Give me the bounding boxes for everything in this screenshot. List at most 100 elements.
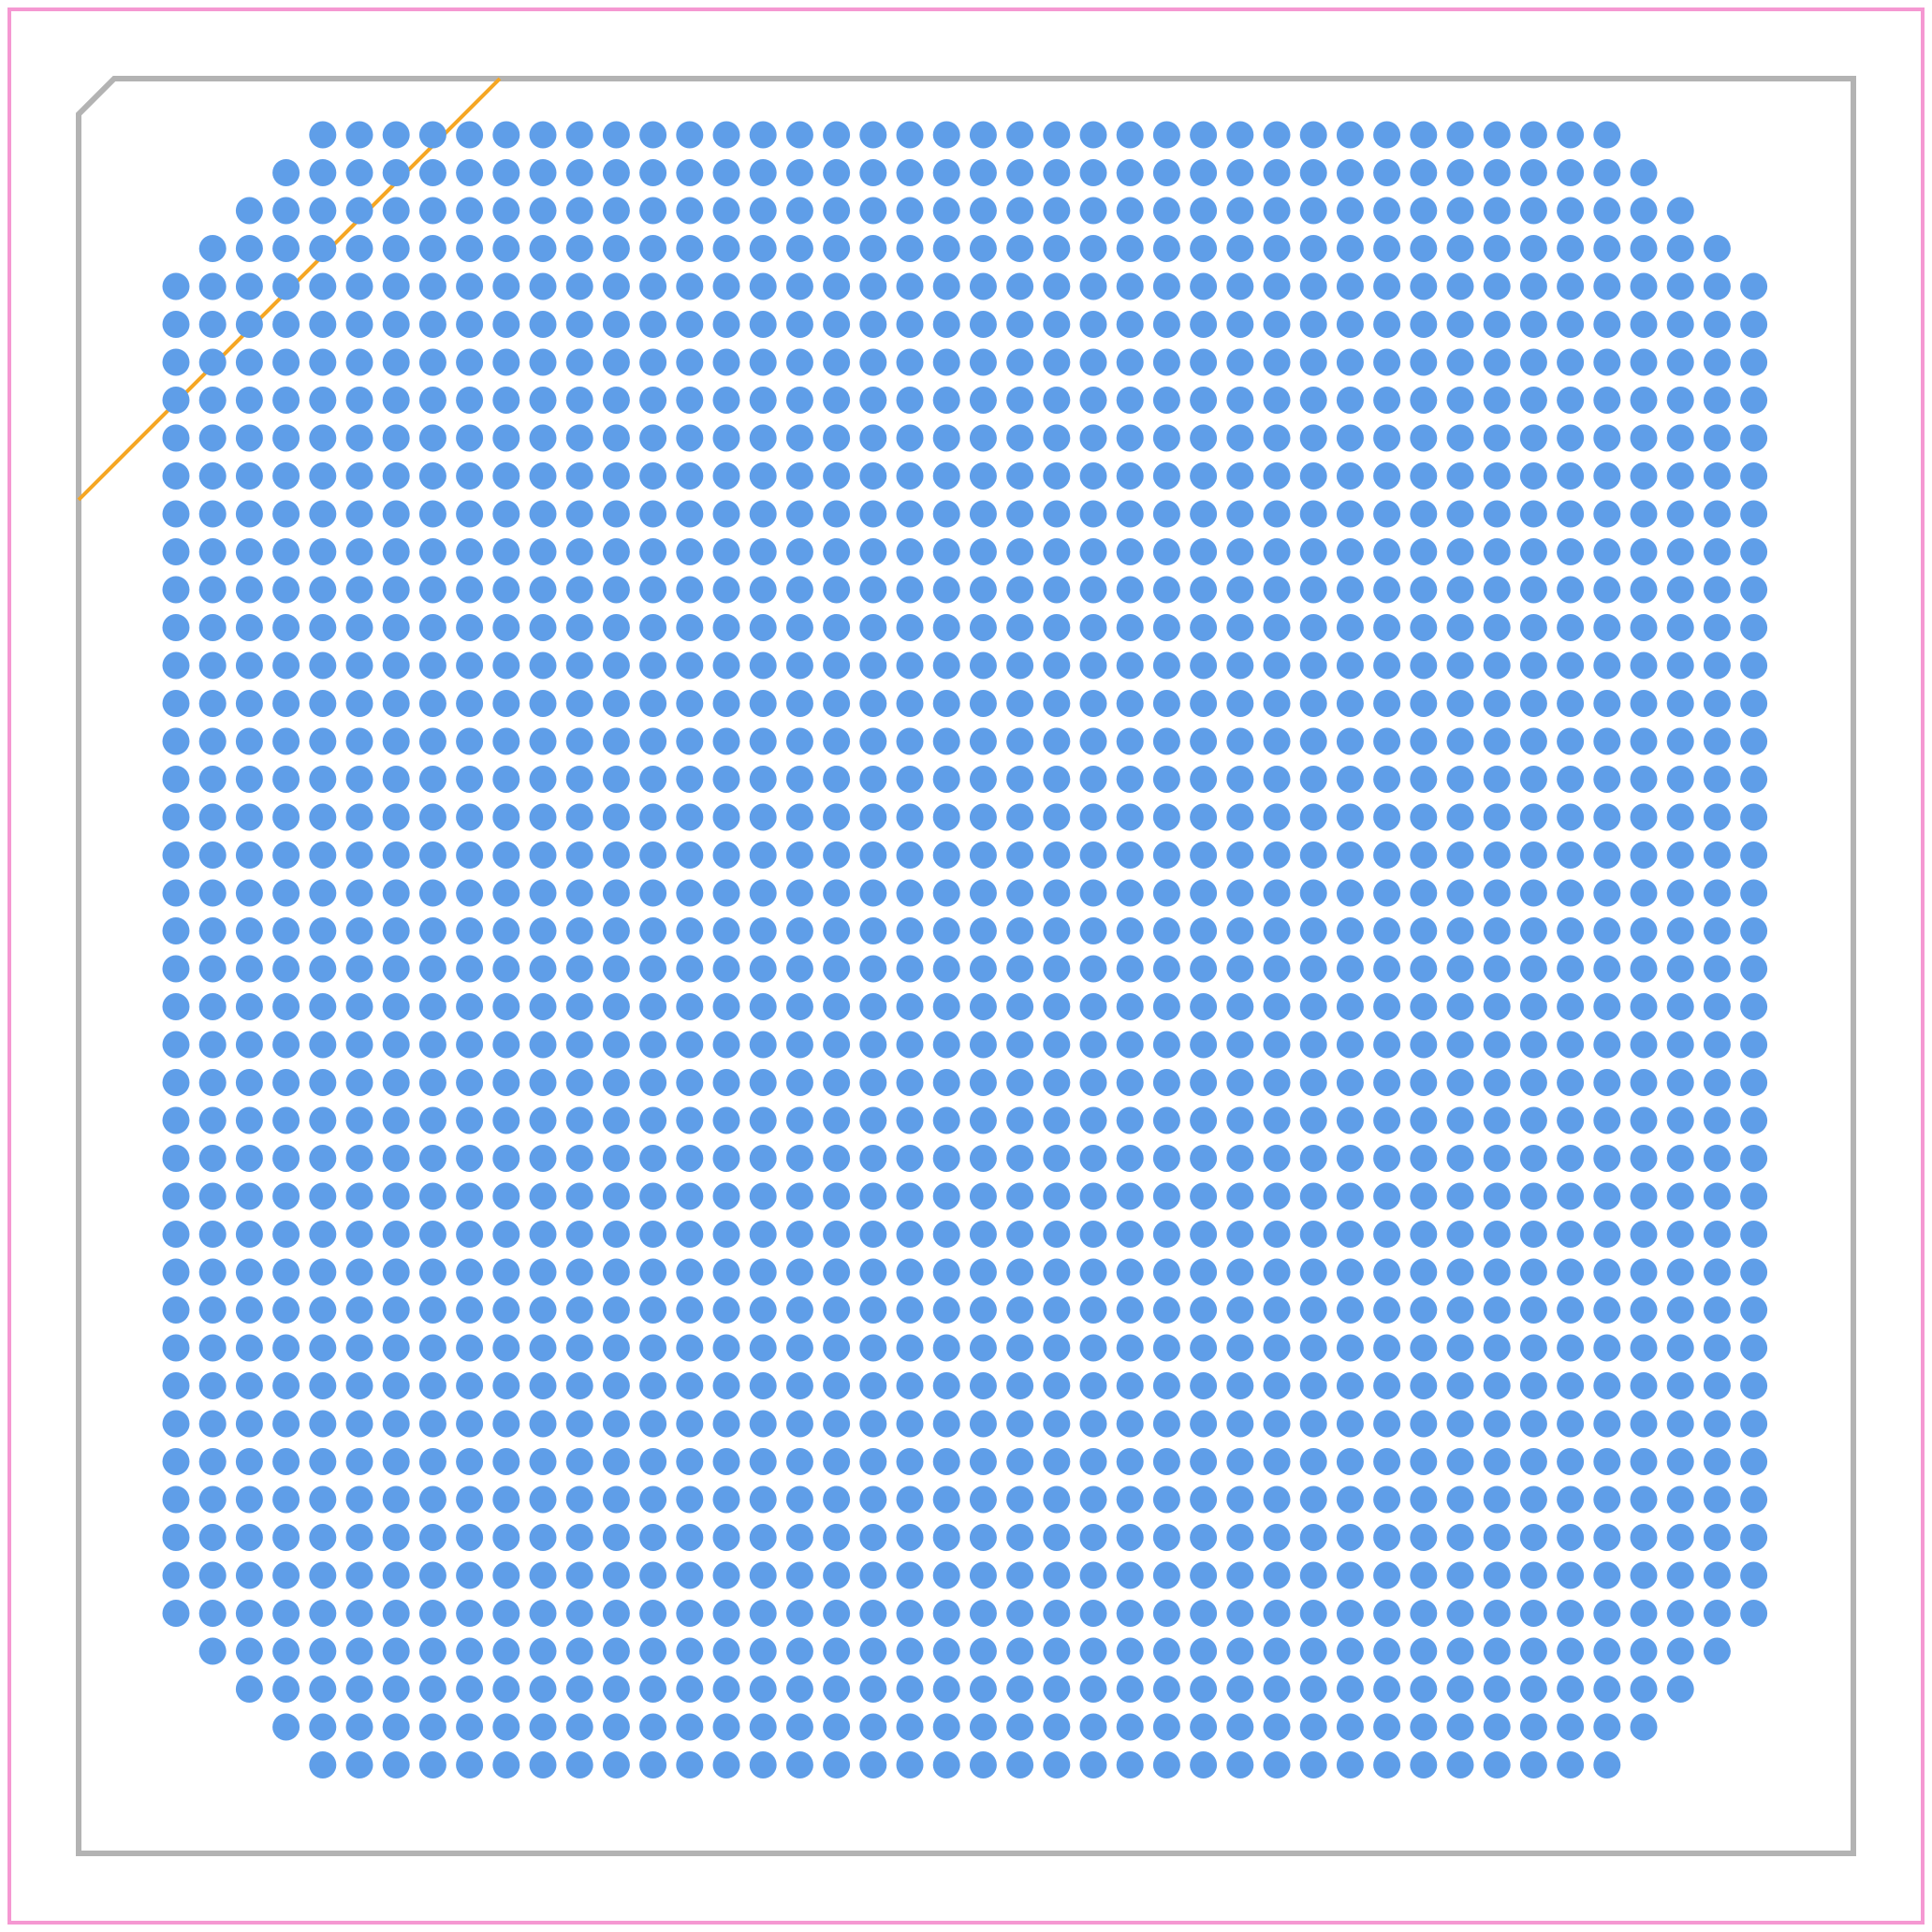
ball-pad [1557, 1069, 1584, 1096]
ball-pad [1704, 690, 1731, 717]
ball-pad [1593, 1335, 1620, 1362]
ball-pad [1373, 1221, 1400, 1248]
ball-pad [566, 1411, 593, 1438]
ball-pad [1704, 1411, 1731, 1438]
ball-pad [1740, 880, 1767, 907]
ball-pad [823, 273, 850, 300]
ball-pad [492, 235, 520, 262]
ball-pad [1117, 1221, 1144, 1248]
ball-pad [419, 273, 446, 300]
ball-pad [199, 1069, 227, 1096]
ball-pad [456, 1751, 483, 1778]
ball-pad [1593, 1183, 1620, 1210]
ball-pad [897, 1562, 924, 1589]
ball-pad [1337, 880, 1364, 907]
ball-pad [1006, 462, 1033, 490]
ball-pad [309, 1638, 336, 1665]
ball-pad [1373, 1032, 1400, 1059]
ball-pad [530, 1221, 557, 1248]
ball-pad [639, 842, 666, 869]
ball-pad [456, 425, 483, 452]
ball-pad [1373, 1562, 1400, 1589]
ball-pad [1373, 1486, 1400, 1514]
ball-pad [1557, 1600, 1584, 1627]
ball-pad [1740, 425, 1767, 452]
ball-pad [603, 387, 630, 414]
ball-pad [272, 804, 300, 831]
ball-pad [1520, 349, 1547, 376]
ball-pad [1117, 880, 1144, 907]
ball-pad [1043, 1296, 1070, 1324]
ball-pad [1264, 387, 1291, 414]
ball-pad [272, 273, 300, 300]
ball-pad [456, 1676, 483, 1703]
ball-pad [1667, 804, 1694, 831]
ball-pad [823, 1448, 850, 1475]
ball-pad [1043, 311, 1070, 338]
ball-pad [199, 842, 227, 869]
ball-pad [492, 690, 520, 717]
ball-pad [1043, 1486, 1070, 1514]
ball-pad [309, 1411, 336, 1438]
ball-pad [603, 1069, 630, 1096]
ball-pad [786, 614, 813, 641]
ball-pad [309, 690, 336, 717]
ball-pad [1704, 766, 1731, 793]
ball-pad [1153, 652, 1180, 680]
ball-pad [970, 842, 997, 869]
ball-pad [1043, 690, 1070, 717]
ball-pad [1337, 349, 1364, 376]
ball-pad [309, 159, 336, 186]
ball-pad [1190, 235, 1217, 262]
ball-pad [933, 1335, 960, 1362]
ball-pad [199, 1448, 227, 1475]
ball-pad [419, 425, 446, 452]
ball-pad [970, 880, 997, 907]
ball-pad [676, 1335, 703, 1362]
ball-pad [750, 690, 777, 717]
ball-pad [1667, 1069, 1694, 1096]
ball-pad [1043, 804, 1070, 831]
ball-pad [236, 1524, 263, 1551]
ball-pad [1337, 1411, 1364, 1438]
ball-pad [1631, 1259, 1658, 1286]
ball-pad [346, 122, 373, 149]
ball-pad [1520, 273, 1547, 300]
ball-pad [713, 1638, 740, 1665]
ball-pad [1593, 1107, 1620, 1134]
ball-pad [419, 1107, 446, 1134]
ball-pad [750, 1486, 777, 1514]
ball-pad [933, 577, 960, 604]
ball-pad [346, 1676, 373, 1703]
ball-pad [1153, 1524, 1180, 1551]
ball-pad [346, 1259, 373, 1286]
ball-pad [1557, 614, 1584, 641]
ball-pad [1300, 917, 1327, 944]
ball-pad [530, 728, 557, 755]
ball-pad [1447, 311, 1474, 338]
ball-pad [859, 387, 886, 414]
ball-pad [272, 501, 300, 528]
ball-pad [1593, 387, 1620, 414]
ball-pad [1447, 349, 1474, 376]
ball-pad [1190, 1069, 1217, 1096]
ball-pad [456, 1032, 483, 1059]
ball-pad [1337, 917, 1364, 944]
ball-pad [1593, 956, 1620, 983]
ball-pad [1300, 425, 1327, 452]
ball-pad [750, 1600, 777, 1627]
ball-pad [1520, 577, 1547, 604]
ball-pad [933, 462, 960, 490]
ball-pad [346, 273, 373, 300]
ball-pad [1043, 501, 1070, 528]
ball-pad [530, 917, 557, 944]
ball-pad [566, 1448, 593, 1475]
ball-pad [346, 349, 373, 376]
ball-pad [1520, 1676, 1547, 1703]
ball-pad [309, 349, 336, 376]
ball-pad [1447, 538, 1474, 565]
ball-pad [639, 1296, 666, 1324]
ball-pad [566, 1145, 593, 1172]
ball-pad [1631, 462, 1658, 490]
ball-pad [713, 349, 740, 376]
